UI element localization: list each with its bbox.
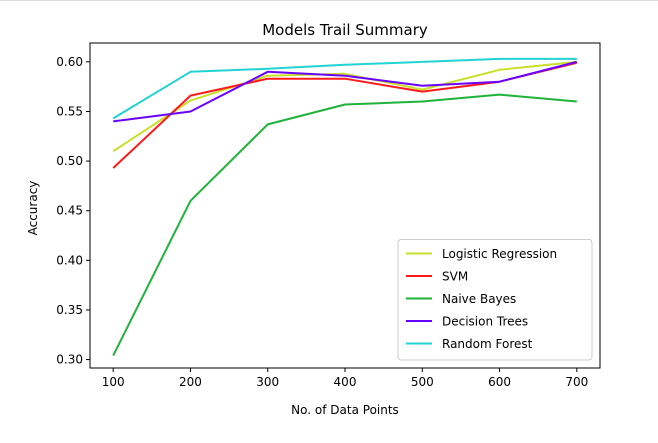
legend-label-random-forest: Random Forest — [442, 337, 533, 351]
series-lines — [112, 57, 578, 357]
series-line-logistic-regression — [112, 60, 577, 153]
legend-box — [397, 239, 593, 361]
y-tick-label: 0.35 — [56, 303, 83, 317]
top-divider — [0, 0, 658, 1]
x-axis-label: No. of Data Points — [291, 403, 399, 417]
x-axis: 100 200 300 400 500 600 700 — [102, 368, 588, 389]
x-tick-label: 600 — [488, 375, 511, 389]
x-tick-label: 300 — [256, 375, 279, 389]
y-axis: 0.30 0.35 0.40 0.45 0.50 0.55 0.60 — [56, 55, 90, 367]
series-line-naive-bayes — [112, 93, 577, 357]
x-tick-label: 100 — [102, 375, 125, 389]
y-tick-label: 0.60 — [56, 55, 83, 69]
legend-label-logistic-regression: Logistic Regression — [442, 247, 557, 261]
y-axis-label: Accuracy — [26, 181, 40, 236]
y-tick-label: 0.30 — [56, 353, 83, 367]
y-tick-label: 0.40 — [56, 253, 83, 267]
series-line-decision-trees — [113, 60, 578, 123]
x-tick-label: 400 — [334, 375, 357, 389]
legend-label-svm: SVM — [442, 270, 468, 284]
series-line-svm — [112, 61, 578, 169]
x-tick-label: 700 — [565, 375, 588, 389]
legend-label-naive-bayes: Naive Bayes — [442, 292, 516, 306]
legend-label-decision-trees: Decision Trees — [442, 315, 528, 329]
x-tick-label: 200 — [179, 375, 202, 389]
y-tick-label: 0.45 — [56, 204, 83, 218]
chart-title: Models Trail Summary — [262, 21, 428, 39]
x-tick-label: 500 — [411, 375, 434, 389]
y-tick-label: 0.55 — [56, 104, 83, 118]
plot-frame — [89, 42, 601, 369]
legend: Logistic Regression SVM Naive Bayes Decisio… — [397, 239, 593, 361]
y-tick-label: 0.50 — [56, 154, 83, 168]
series-line-random-forest — [112, 57, 577, 120]
